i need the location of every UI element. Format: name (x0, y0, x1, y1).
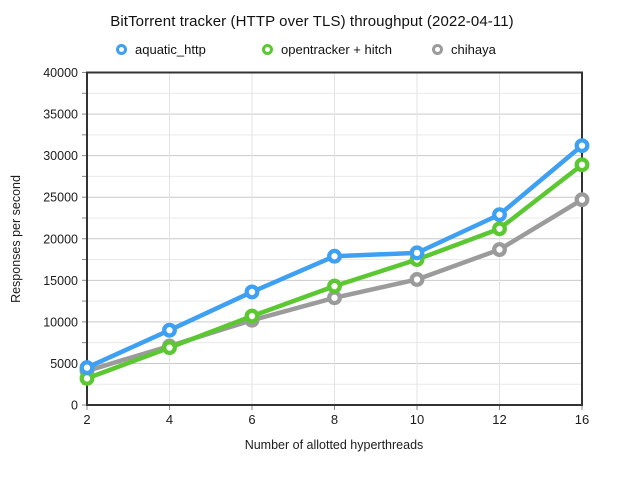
data-point-aquatic-http-x4 (162, 322, 177, 338)
legend-marker-icon (116, 43, 127, 55)
y-tick-label: 0 (71, 399, 78, 413)
legend-item-aquatic-http: aquatic_http (116, 41, 206, 57)
data-point-aquatic-http-x10 (409, 245, 425, 261)
axis-labels-layer: Number of allotted hyperthreads Response… (9, 66, 589, 452)
legend-item-opentracker-hitch: opentracker + hitch (262, 41, 392, 57)
legend-label: chihaya (451, 41, 496, 57)
x-tick-label: 2 (83, 412, 90, 427)
data-point-chihaya-x12 (492, 242, 507, 258)
chart-title: BitTorrent tracker (HTTP over TLS) throu… (110, 13, 514, 30)
data-point-opentracker-hitch-x16 (574, 157, 590, 173)
y-tick-label: 25000 (43, 191, 78, 205)
y-tick-label: 10000 (43, 315, 78, 329)
data-point-aquatic-http-x12 (492, 207, 507, 223)
y-axis-title: Responses per second (9, 175, 23, 303)
x-tick-label: 12 (492, 412, 506, 427)
x-tick-label: 8 (331, 412, 338, 427)
data-point-opentracker-hitch-x4 (162, 340, 177, 356)
legend-label: opentracker + hitch (281, 41, 392, 57)
data-point-opentracker-hitch-x6 (244, 308, 260, 324)
x-tick-label: 10 (410, 412, 424, 427)
data-point-opentracker-hitch-x8 (327, 278, 342, 294)
plot-border (86, 71, 583, 406)
y-tick-label: 15000 (43, 274, 78, 288)
x-axis-title: Number of allotted hyperthreads (245, 438, 424, 452)
data-point-aquatic-http-x8 (327, 248, 342, 264)
legend-item-chihaya: chihaya (432, 41, 496, 57)
y-tick-label: 35000 (43, 108, 78, 122)
plot-border-layer (86, 71, 583, 406)
gridlines-layer (82, 72, 583, 410)
y-tick-label: 5000 (50, 357, 78, 371)
legend-marker-icon (432, 43, 443, 55)
data-point-aquatic-http-x16 (574, 138, 590, 154)
y-tick-label: 30000 (43, 149, 78, 163)
y-tick-label: 20000 (43, 232, 78, 246)
data-point-chihaya-x10 (409, 272, 425, 287)
series-layer (79, 138, 590, 386)
y-tick-label: 40000 (43, 66, 78, 80)
x-tick-label: 16 (575, 412, 589, 427)
legend-marker-icon (262, 43, 273, 55)
x-tick-label: 4 (166, 412, 173, 427)
data-point-chihaya-x8 (327, 290, 342, 306)
x-tick-label: 6 (248, 412, 255, 427)
data-point-aquatic-http-x2 (79, 360, 95, 376)
data-point-chihaya-x16 (574, 192, 590, 208)
legend-label: aquatic_http (135, 41, 206, 57)
data-point-aquatic-http-x6 (244, 284, 260, 300)
data-point-opentracker-hitch-x12 (492, 221, 507, 237)
chart-legend: aquatic_http opentracker + hitch chihaya (0, 41, 624, 59)
